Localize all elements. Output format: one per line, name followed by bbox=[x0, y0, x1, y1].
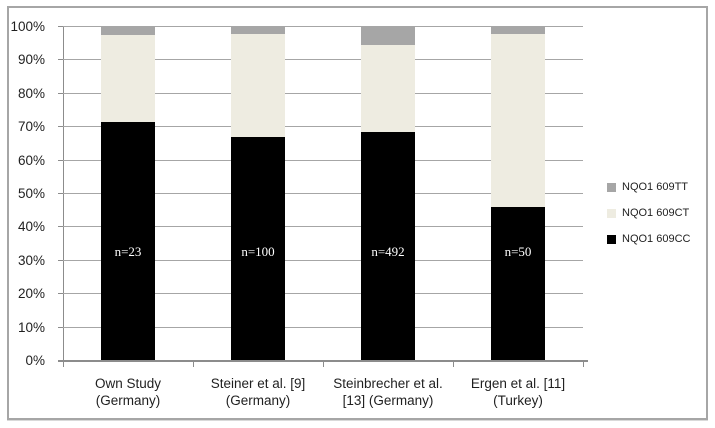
x-axis-category-label-line: (Germany) bbox=[95, 393, 161, 408]
y-axis-tick-mark bbox=[58, 159, 63, 161]
y-axis-tick-mark bbox=[58, 126, 63, 128]
y-axis-tick-label-text: 40% bbox=[17, 219, 45, 235]
y-axis-tick-mark bbox=[58, 293, 63, 295]
legend: NQO1 609TT NQO1 609CT NQO1 609CC bbox=[607, 178, 690, 256]
y-axis-tick-mark bbox=[58, 259, 63, 261]
bar-segment-NQO1-609CT bbox=[101, 35, 155, 123]
x-axis-tick-mark bbox=[63, 362, 64, 367]
bar-segment-NQO1-609CC bbox=[361, 132, 415, 361]
x-axis-tick-mark bbox=[453, 362, 454, 367]
bar-segment-NQO1-609CT bbox=[491, 33, 545, 208]
y-axis-tick-mark bbox=[58, 92, 63, 94]
x-axis-category-label: Ergen et al. [11] (Turkey) bbox=[453, 375, 583, 409]
legend-swatch-icon bbox=[607, 208, 616, 218]
bar-n-label: n=50 bbox=[504, 244, 532, 259]
x-axis-category-label-line: [13] (Germany) bbox=[342, 393, 434, 408]
stacked-bar-2: n=100 bbox=[231, 27, 285, 361]
y-axis-tick-label: 20% bbox=[0, 286, 53, 302]
y-axis-tick-mark bbox=[58, 360, 63, 361]
y-axis-tick-mark bbox=[58, 26, 63, 27]
y-axis-tick-label-text: 50% bbox=[17, 186, 45, 201]
bar-n-label: n=23 bbox=[114, 244, 142, 259]
y-axis-tick-label-text: 100% bbox=[10, 19, 45, 34]
x-axis-tick-mark bbox=[193, 362, 194, 367]
x-axis-category-label-line: Steinbrecher et al. bbox=[333, 376, 443, 391]
y-axis-tick-label: 0% bbox=[0, 353, 53, 369]
stacked-bar-4: n=50 bbox=[491, 27, 545, 361]
x-axis-category-label: Steinbrecher et al. [13] (Germany) bbox=[323, 375, 453, 409]
y-axis-tick-mark bbox=[58, 326, 63, 328]
legend-item-NQO1-609TT: NQO1 609TT bbox=[607, 178, 690, 196]
y-axis-tick-label: 100% bbox=[0, 19, 53, 35]
y-axis-tick-label: 90% bbox=[0, 52, 53, 68]
bar-segment-NQO1-609TT bbox=[231, 27, 285, 34]
gridline-20 bbox=[63, 293, 583, 295]
y-axis-tick-label-text: 30% bbox=[17, 252, 45, 268]
legend-label: NQO1 609TT bbox=[622, 181, 689, 193]
legend-label: NQO1 609CT bbox=[622, 207, 690, 219]
bar-segment-NQO1-609CT bbox=[361, 44, 415, 133]
y-axis-tick-label: 10% bbox=[0, 320, 53, 336]
gridline-40 bbox=[63, 226, 583, 228]
legend-swatch-icon bbox=[607, 234, 616, 244]
bar-segment-NQO1-609CT bbox=[231, 33, 285, 138]
x-axis-category-label-line: (Germany) bbox=[225, 393, 291, 408]
y-axis-tick-label: 50% bbox=[0, 186, 53, 202]
x-axis-tick-mark bbox=[323, 362, 324, 367]
y-axis-line bbox=[63, 27, 64, 361]
y-axis-tick-label-text: 20% bbox=[17, 286, 45, 302]
legend-label: NQO1 609CC bbox=[622, 233, 691, 245]
y-axis-tick-label: 80% bbox=[0, 86, 53, 102]
bar-segment-NQO1-609CC bbox=[101, 122, 155, 361]
y-axis-tick-label: 60% bbox=[0, 153, 53, 169]
y-axis-tick-label-text: 80% bbox=[17, 85, 45, 101]
bar-segment-NQO1-609TT bbox=[101, 27, 155, 36]
y-axis-tick-label: 40% bbox=[0, 219, 53, 235]
legend-item-NQO1-609CT: NQO1 609CT bbox=[607, 204, 690, 222]
bar-segment-NQO1-609TT bbox=[361, 27, 415, 45]
legend-swatch-icon bbox=[607, 182, 616, 192]
legend-item-NQO1-609CC: NQO1 609CC bbox=[607, 230, 690, 248]
x-axis-category-label-line: (Turkey) bbox=[493, 393, 543, 408]
y-axis-tick-mark bbox=[58, 226, 63, 228]
y-axis-tick-label-text: 70% bbox=[17, 119, 45, 135]
x-axis-category-label-line: Own Study bbox=[94, 376, 162, 391]
x-axis-category-label-line: Steiner et al. [9] bbox=[210, 376, 306, 391]
gridline-10 bbox=[63, 326, 583, 328]
gridline-80 bbox=[63, 92, 583, 94]
y-axis-tick-label: 30% bbox=[0, 253, 53, 269]
gridline-70 bbox=[63, 126, 583, 128]
y-axis-tick-label-text: 0% bbox=[25, 353, 45, 368]
x-axis-category-label: Steiner et al. [9] (Germany) bbox=[193, 375, 323, 409]
stacked-bar-1: n=23 bbox=[101, 27, 155, 361]
y-axis-tick-label: 70% bbox=[0, 119, 53, 135]
bar-segment-NQO1-609TT bbox=[491, 27, 545, 34]
x-axis-tick-mark bbox=[583, 362, 584, 367]
gridline-90 bbox=[63, 59, 583, 61]
plot-area: n=23 n=100 n=492 n=50 bbox=[63, 26, 583, 361]
x-axis-category-label-line: Ergen et al. [11] bbox=[470, 376, 566, 391]
x-axis-category-label: Own Study (Germany) bbox=[63, 375, 193, 409]
bar-n-label: n=492 bbox=[371, 244, 405, 259]
stacked-bar-3: n=492 bbox=[361, 27, 415, 361]
gridline-30 bbox=[63, 259, 583, 261]
bar-n-label: n=100 bbox=[241, 244, 275, 259]
x-axis-line bbox=[58, 360, 588, 362]
y-axis-tick-label-text: 90% bbox=[17, 52, 45, 68]
figure-border bbox=[7, 6, 708, 420]
bar-segment-NQO1-609CC bbox=[231, 137, 285, 361]
y-axis-tick-label-text: 10% bbox=[17, 319, 45, 335]
gridline-50 bbox=[63, 193, 583, 194]
gridline-60 bbox=[63, 159, 583, 161]
gridline-100 bbox=[63, 26, 583, 27]
y-axis-tick-label-text: 60% bbox=[17, 152, 45, 168]
bar-segment-NQO1-609CC bbox=[491, 207, 545, 361]
y-axis-tick-mark bbox=[58, 59, 63, 61]
y-axis-tick-mark bbox=[58, 193, 63, 194]
